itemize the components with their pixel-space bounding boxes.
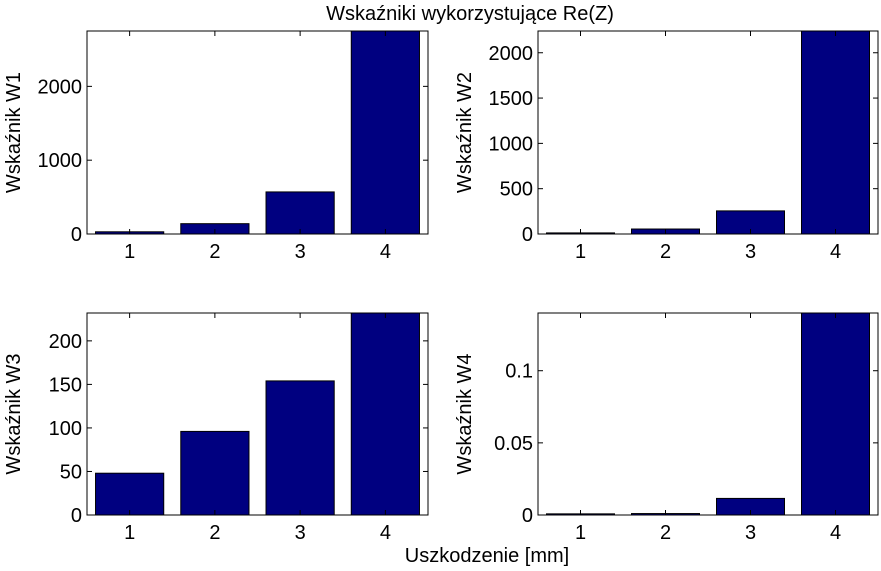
y-tick-label: 200 (49, 331, 82, 353)
y-axis-label: Wskaźnik W1 (3, 72, 25, 193)
x-tick-label: 4 (380, 522, 391, 544)
y-tick-label: 0 (522, 224, 533, 246)
bar-2 (180, 430, 250, 516)
subplot-2: 1 2 3 4 0 500 1000 1500 2000 Wskaźnik W2 (454, 30, 879, 263)
x-tick-label: 2 (209, 522, 220, 544)
y-tick-label: 500 (500, 179, 533, 201)
x-tick-label: 2 (209, 241, 220, 263)
x-tick-label: 1 (124, 241, 135, 263)
figure-title: Wskaźniki wykorzystujące Re(Z) (326, 3, 614, 25)
x-axis-label: Uszkodzenie [mm] (405, 545, 570, 567)
x-tick-label: 4 (380, 241, 391, 263)
axes-frame (537, 312, 879, 516)
bar-1 (95, 472, 165, 516)
y-tick-label: 0 (522, 505, 533, 527)
y-tick-label: 1000 (38, 150, 83, 172)
bar-4 (801, 30, 870, 235)
x-tick-label: 3 (295, 522, 306, 544)
y-tick-label: 1000 (489, 133, 534, 155)
y-tick-label: 0 (71, 224, 82, 246)
x-tick-label: 3 (295, 241, 306, 263)
y-axis-label: Wskaźnik W2 (454, 72, 476, 193)
bar-4 (801, 312, 870, 516)
x-tick-label: 4 (830, 241, 841, 263)
x-tick-label: 1 (124, 522, 135, 544)
axes-frame (537, 30, 879, 235)
y-tick-label: 50 (60, 461, 82, 483)
subplot-4: 1 2 3 4 0 0.05 0.1 Wskaźnik W4 (454, 312, 879, 544)
y-tick-label: 100 (49, 418, 82, 440)
y-tick-label: 1500 (489, 88, 534, 110)
bar-3 (265, 380, 335, 516)
x-tick-label: 3 (745, 241, 756, 263)
y-tick-label: 2000 (38, 76, 83, 98)
y-axis-label: Wskaźnik W3 (3, 353, 25, 474)
subplot-1: 1 2 3 4 0 1000 2000 Wskaźnik W1 (3, 30, 429, 263)
bar-4 (350, 312, 420, 516)
y-tick-label: 150 (49, 374, 82, 396)
x-tick-label: 4 (830, 522, 841, 544)
subplot-3: 1 2 3 4 0 50 100 150 200 Wskaźnik W3 (3, 312, 429, 544)
x-tick-label: 3 (745, 522, 756, 544)
y-tick-label: 2000 (489, 43, 534, 65)
bar-3 (265, 191, 335, 235)
y-tick-label: 0.05 (494, 433, 533, 455)
axes-frame (86, 30, 429, 235)
x-tick-label: 2 (660, 522, 671, 544)
y-tick-label: 0 (71, 505, 82, 527)
y-axis-label: Wskaźnik W4 (454, 353, 476, 474)
axes-frame (86, 312, 429, 516)
x-tick-label: 1 (575, 522, 586, 544)
bar-4 (350, 30, 420, 235)
x-tick-label: 1 (575, 241, 586, 263)
y-tick-label: 0.1 (505, 361, 533, 383)
x-tick-label: 2 (660, 241, 671, 263)
